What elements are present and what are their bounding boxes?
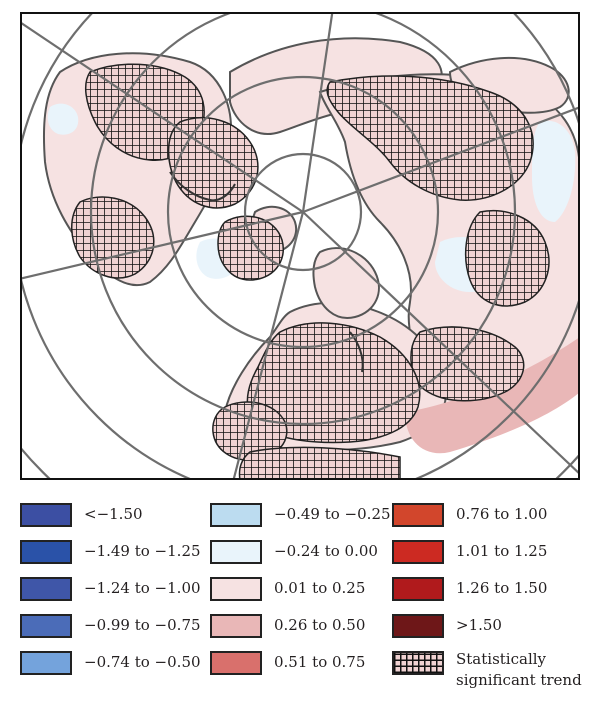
legend-label: 0.01 to 0.25 <box>274 579 366 597</box>
cool-patch-greenland <box>47 103 79 135</box>
legend-item: >1.50 <box>392 609 582 643</box>
legend-swatch <box>20 614 72 638</box>
legend-item: −0.49 to −0.25 <box>210 498 400 532</box>
meridian-1 <box>301 12 334 213</box>
legend-swatch <box>20 577 72 601</box>
legend-item: −0.99 to −0.75 <box>20 609 210 643</box>
meridian-4 <box>302 105 580 214</box>
hatch-svalbard <box>217 215 284 281</box>
legend-label: 0.51 to 0.75 <box>274 653 366 671</box>
legend-label: −0.74 to −0.50 <box>84 653 201 671</box>
legend-label: −1.24 to −1.00 <box>84 579 201 597</box>
legend-label: 0.76 to 1.00 <box>456 505 548 523</box>
legend-label: −1.49 to −1.25 <box>84 542 201 560</box>
legend-label: −0.49 to −0.25 <box>274 505 391 523</box>
legend-item: 0.01 to 0.25 <box>210 572 400 606</box>
legend-item: −1.24 to −1.00 <box>20 572 210 606</box>
legend-item: −1.49 to −1.25 <box>20 535 210 569</box>
legend-swatch <box>392 577 444 601</box>
polar-trend-map <box>20 12 580 480</box>
hatch-arctic-archipelago <box>167 117 259 209</box>
legend-label: 0.26 to 0.50 <box>274 616 366 634</box>
legend-item: −0.74 to −0.50 <box>20 646 210 680</box>
hatch-north-africa <box>238 446 401 480</box>
legend-item: 0.51 to 0.75 <box>210 646 400 680</box>
legend-item: 1.26 to 1.50 <box>392 572 582 606</box>
legend-swatch <box>20 651 72 675</box>
legend-swatch <box>392 503 444 527</box>
legend-swatch-hatch <box>392 651 444 675</box>
hatch-canada-west <box>71 196 155 279</box>
coastline-baltic <box>349 331 364 373</box>
legend-item: 1.01 to 1.25 <box>392 535 582 569</box>
hatch-siberia-north <box>326 75 534 201</box>
legend-swatch <box>210 540 262 564</box>
legend-label: −0.99 to −0.75 <box>84 616 201 634</box>
coastline-hudson <box>169 171 236 202</box>
hatch-europe <box>246 322 421 444</box>
legend-item: −0.24 to 0.00 <box>210 535 400 569</box>
legend-label: <−1.50 <box>84 505 143 523</box>
meridian-6 <box>302 211 580 476</box>
legend-swatch <box>210 577 262 601</box>
legend-swatch <box>20 503 72 527</box>
map-frame-border <box>20 12 580 480</box>
cool-patch-asia-2 <box>532 120 576 222</box>
legend-item: 0.26 to 0.50 <box>210 609 400 643</box>
legend-label: >1.50 <box>456 616 502 634</box>
legend-item: <−1.50 <box>20 498 210 532</box>
legend-item: 0.76 to 1.00 <box>392 498 582 532</box>
legend: <−1.50 −1.49 to −1.25 −1.24 to −1.00 −0.… <box>20 498 600 718</box>
map-svg <box>20 12 580 480</box>
legend-label: 1.26 to 1.50 <box>456 579 548 597</box>
latitude-circle-70 <box>166 75 440 349</box>
latitude-circle-60 <box>89 12 517 426</box>
land-scandinavia <box>312 247 380 319</box>
latitude-circle-80 <box>243 152 363 272</box>
legend-swatch <box>210 614 262 638</box>
legend-label: 1.01 to 1.25 <box>456 542 548 560</box>
legend-swatch <box>392 614 444 638</box>
meridian-2 <box>20 210 304 280</box>
meridian-3 <box>20 20 304 213</box>
legend-swatch <box>20 540 72 564</box>
hatch-siberia-east <box>464 210 550 307</box>
legend-label: Statistically significant trend <box>456 650 582 689</box>
legend-swatch <box>210 503 262 527</box>
legend-label: −0.24 to 0.00 <box>274 542 378 560</box>
legend-swatch <box>210 651 262 675</box>
legend-swatch <box>392 540 444 564</box>
legend-item: Statistically significant trend <box>392 646 582 689</box>
